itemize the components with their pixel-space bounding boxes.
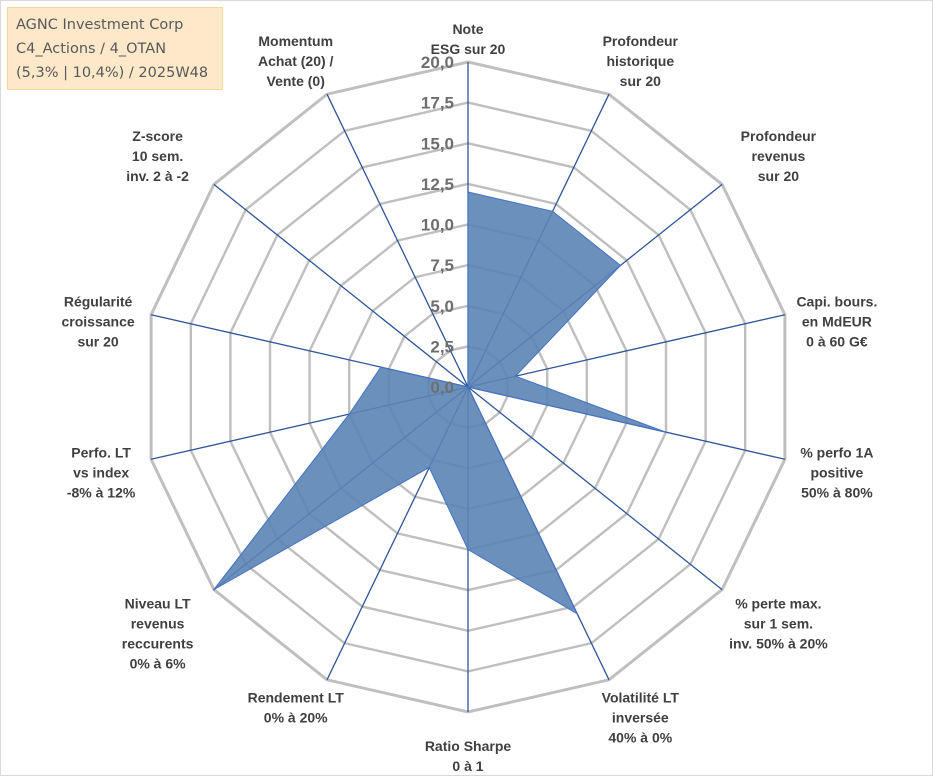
tick-label: 17,5 xyxy=(421,94,454,113)
axis-label: Rendement LT 0% à 20% xyxy=(248,689,345,725)
axis-label: Note ESG sur 20 xyxy=(431,21,506,57)
data-point xyxy=(380,366,382,368)
axis-label: % perfo 1A positive 50% à 80% xyxy=(800,444,873,500)
tick-label: 20,0 xyxy=(421,53,454,72)
data-point xyxy=(467,191,469,193)
axis-label: Régularité croissance sur 20 xyxy=(62,294,135,350)
series-area xyxy=(213,191,667,616)
category-line: C4_Actions / 4_OTAN xyxy=(16,41,167,57)
data-point xyxy=(514,375,517,378)
axis-spoke xyxy=(213,183,469,388)
axis-spoke xyxy=(467,314,786,388)
data-point xyxy=(551,210,554,213)
axis-label: Profondeur historique sur 20 xyxy=(603,33,679,89)
data-point xyxy=(428,466,431,469)
tick-label: 5,0 xyxy=(430,297,454,316)
data-point xyxy=(348,413,351,415)
tick-label: 10,0 xyxy=(421,216,454,235)
tick-label: 12,5 xyxy=(421,175,454,194)
axis-label: Z-score 10 sem. inv. 2 à -2 xyxy=(126,128,189,184)
tick-label: 2,5 xyxy=(430,337,454,356)
stats-line: (5,3% | 10,4%) / 2025W48 xyxy=(16,65,209,81)
data-point xyxy=(467,386,469,388)
axis-label: Ratio Sharpe 0 à 1 xyxy=(425,738,512,774)
data-point xyxy=(467,548,469,551)
data-point xyxy=(576,613,579,615)
info-box: AGNC Investment Corp C4_Actions / 4_OTAN… xyxy=(7,7,223,90)
tick-label: 15,0 xyxy=(421,134,454,153)
axis-label: Volatilité LT inversée 40% à 0% xyxy=(602,689,680,745)
axis-spoke xyxy=(326,93,469,388)
axis-label: Capi. bours. en MdEUR 0 à 60 G€ xyxy=(796,294,877,350)
tick-label: 0,0 xyxy=(430,378,454,397)
company-name: AGNC Investment Corp xyxy=(16,17,184,33)
axis-label: % perte max. sur 1 sem. inv. 50% à 20% xyxy=(729,595,828,651)
series-layer xyxy=(213,191,667,616)
tick-layer: 0,0 2,5 5,0 7,5 10,0 12,5 15,0 17,5 20,0 xyxy=(421,53,454,397)
data-point xyxy=(665,431,667,434)
axis-spoke xyxy=(467,386,723,591)
axis-label: Niveau LT revenus reccurents 0% à 6% xyxy=(122,595,194,671)
label-layer: Note ESG sur 20 Profondeur historique sur 20… xyxy=(62,21,878,774)
tick-label: 7,5 xyxy=(430,256,454,275)
axis-label: Momentum Achat (20) / Vente (0) xyxy=(258,33,334,89)
data-point xyxy=(619,264,622,267)
axis-label: Profondeur revenus sur 20 xyxy=(741,128,817,184)
axis-label: Perfo. LT vs index -8% à 12% xyxy=(67,444,136,500)
data-point xyxy=(213,588,215,591)
